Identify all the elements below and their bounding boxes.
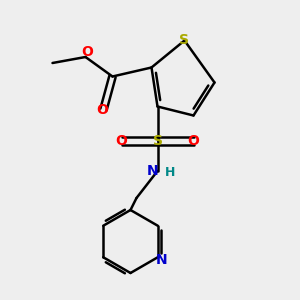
Text: S: S — [179, 34, 190, 47]
Text: N: N — [156, 253, 167, 267]
Text: O: O — [96, 103, 108, 116]
Text: O: O — [188, 134, 200, 148]
Text: O: O — [116, 134, 128, 148]
Text: S: S — [152, 134, 163, 148]
Text: H: H — [165, 166, 175, 179]
Text: O: O — [81, 46, 93, 59]
Text: N: N — [146, 164, 158, 178]
